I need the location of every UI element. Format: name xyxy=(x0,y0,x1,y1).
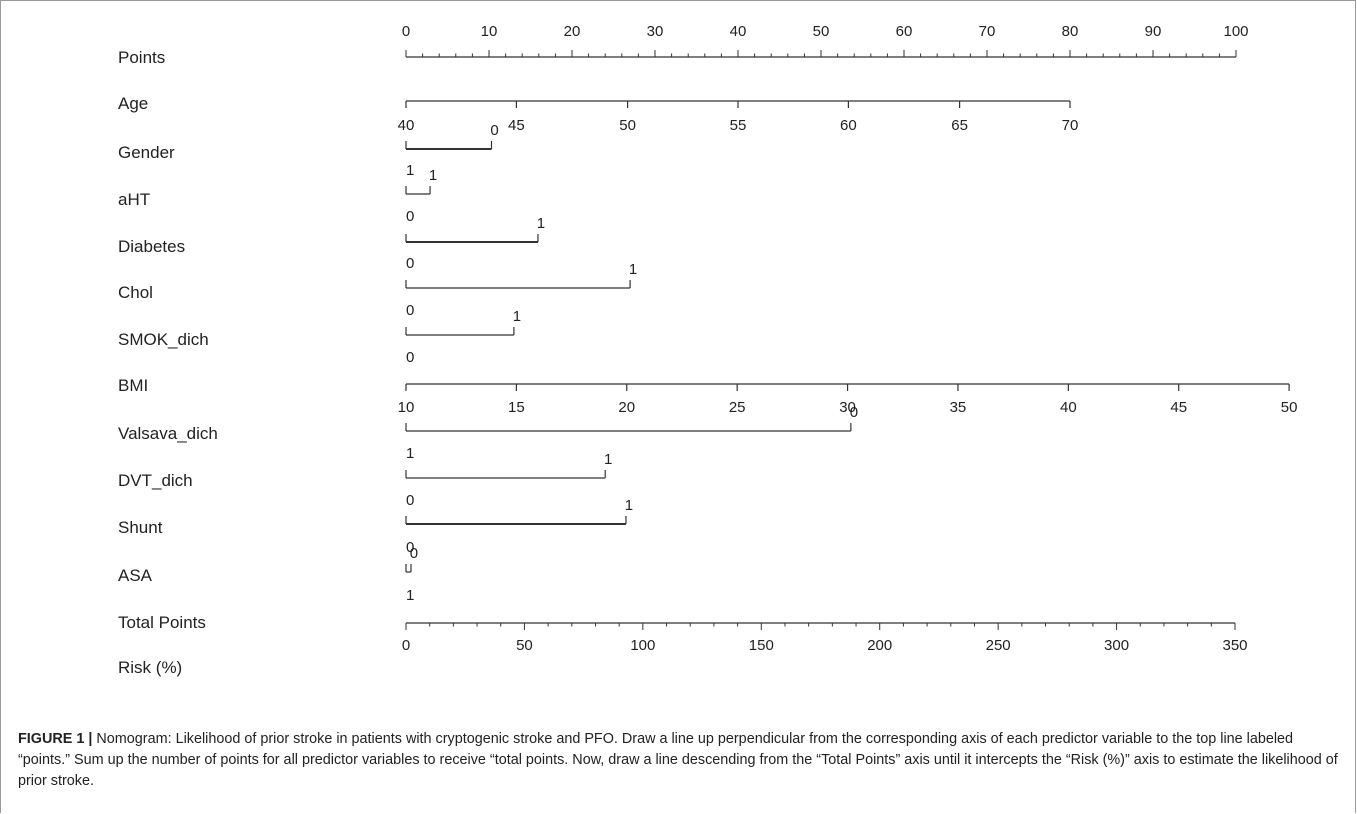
bmi-tick-label-35: 35 xyxy=(950,399,967,416)
smok-dich-tick-label-0: 0 xyxy=(406,349,414,366)
points-tick-label-60: 60 xyxy=(896,23,913,40)
points-tick-label-70: 70 xyxy=(979,23,996,40)
bmi-tick-label-25: 25 xyxy=(729,399,746,416)
row-label-total-points: Total Points xyxy=(118,613,206,632)
bmi-tick-label-20: 20 xyxy=(618,399,635,416)
age-tick-label-60: 60 xyxy=(840,117,857,134)
aht-tick-label-0: 0 xyxy=(406,208,414,225)
dvt-dich-tick-label-0: 0 xyxy=(406,492,414,509)
points-tick-label-40: 40 xyxy=(730,23,747,40)
shunt-tick-label-0: 0 xyxy=(406,539,414,556)
age-tick-label-70: 70 xyxy=(1062,117,1079,134)
bmi-tick-label-50: 50 xyxy=(1281,399,1298,416)
age-tick-label-65: 65 xyxy=(951,117,968,134)
points-tick-label-10: 10 xyxy=(481,23,498,40)
bmi-tick-label-15: 15 xyxy=(508,399,525,416)
valsava-dich-tick-label-1: 1 xyxy=(406,445,414,462)
total-points-tick-label-300: 300 xyxy=(1104,637,1129,654)
smok-dich-tick-label-1: 1 xyxy=(513,308,521,325)
total-points-tick-label-200: 200 xyxy=(867,637,892,654)
age-tick-label-50: 50 xyxy=(619,117,636,134)
row-label-shunt: Shunt xyxy=(118,518,163,537)
bmi-tick-label-30: 30 xyxy=(839,399,856,416)
caption-text: Nomogram: Likelihood of prior stroke in … xyxy=(18,731,1338,789)
chol-tick-label-1: 1 xyxy=(629,261,637,278)
caption-label: FIGURE 1 | xyxy=(18,731,93,747)
row-label-gender: Gender xyxy=(118,143,175,162)
row-label-asa: ASA xyxy=(118,566,153,585)
figure-caption: FIGURE 1 | Nomogram: Likelihood of prior… xyxy=(18,729,1338,792)
points-tick-label-90: 90 xyxy=(1145,23,1162,40)
row-label-valsava-dich: Valsava_dich xyxy=(118,424,218,443)
shunt-tick-label-1: 1 xyxy=(625,497,633,514)
total-points-tick-label-50: 50 xyxy=(516,637,533,654)
chol-tick-label-0: 0 xyxy=(406,302,414,319)
row-label-diabetes: Diabetes xyxy=(118,237,185,256)
dvt-dich-tick-label-1: 1 xyxy=(604,451,612,468)
row-label-age: Age xyxy=(118,94,148,113)
age-tick-label-55: 55 xyxy=(730,117,747,134)
total-points-tick-label-100: 100 xyxy=(630,637,655,654)
asa-tick-label-0: 0 xyxy=(410,545,418,562)
total-points-tick-label-350: 350 xyxy=(1222,637,1247,654)
asa-tick-label-1: 1 xyxy=(406,587,414,604)
points-tick-label-50: 50 xyxy=(813,23,830,40)
total-points-tick-label-0: 0 xyxy=(402,637,410,654)
row-label-bmi: BMI xyxy=(118,376,148,395)
aht-tick-label-1: 1 xyxy=(429,167,437,184)
age-tick-label-45: 45 xyxy=(508,117,525,134)
row-label-chol: Chol xyxy=(118,283,153,302)
row-label-risk: Risk (%) xyxy=(118,658,182,677)
row-label-aht: aHT xyxy=(118,190,150,209)
bmi-tick-label-40: 40 xyxy=(1060,399,1077,416)
row-label-smok-dich: SMOK_dich xyxy=(118,330,209,349)
row-label-points: Points xyxy=(118,48,165,67)
valsava-dich-tick-label-0: 0 xyxy=(850,404,858,421)
diabetes-tick-label-1: 1 xyxy=(537,215,545,232)
total-points-tick-label-250: 250 xyxy=(986,637,1011,654)
gender-tick-label-1: 1 xyxy=(406,162,414,179)
row-label-dvt-dich: DVT_dich xyxy=(118,471,193,490)
points-tick-label-0: 0 xyxy=(402,23,410,40)
diabetes-tick-label-0: 0 xyxy=(406,255,414,272)
points-tick-label-100: 100 xyxy=(1223,23,1248,40)
gender-tick-label-0: 0 xyxy=(490,122,498,139)
bmi-tick-label-45: 45 xyxy=(1170,399,1187,416)
bmi-tick-label-10: 10 xyxy=(398,399,415,416)
points-tick-label-80: 80 xyxy=(1062,23,1079,40)
age-tick-label-40: 40 xyxy=(398,117,415,134)
total-points-tick-label-150: 150 xyxy=(749,637,774,654)
points-tick-label-30: 30 xyxy=(647,23,664,40)
points-tick-label-20: 20 xyxy=(564,23,581,40)
